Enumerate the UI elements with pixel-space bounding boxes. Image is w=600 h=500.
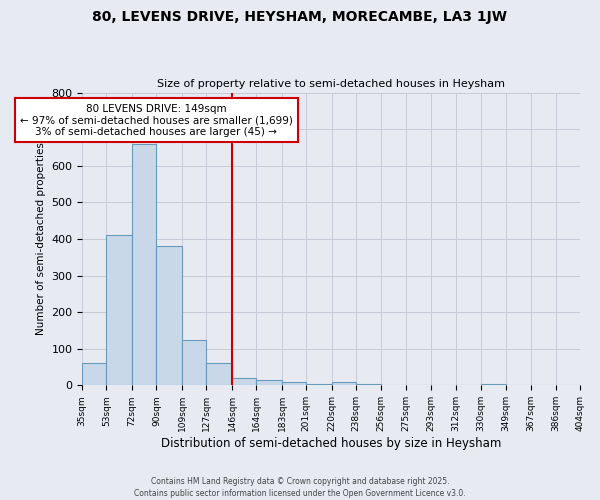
Text: 80 LEVENS DRIVE: 149sqm
← 97% of semi-detached houses are smaller (1,699)
3% of : 80 LEVENS DRIVE: 149sqm ← 97% of semi-de… bbox=[20, 104, 293, 136]
Bar bbox=[132, 144, 157, 386]
Bar bbox=[232, 378, 256, 386]
Bar bbox=[256, 380, 282, 386]
Y-axis label: Number of semi-detached properties: Number of semi-detached properties bbox=[36, 142, 46, 336]
Bar bbox=[356, 384, 380, 386]
Bar bbox=[157, 246, 182, 386]
Bar bbox=[106, 236, 132, 386]
Bar bbox=[332, 382, 356, 386]
X-axis label: Distribution of semi-detached houses by size in Heysham: Distribution of semi-detached houses by … bbox=[161, 437, 502, 450]
Bar bbox=[282, 382, 307, 386]
Bar bbox=[481, 384, 506, 386]
Text: Contains HM Land Registry data © Crown copyright and database right 2025.
Contai: Contains HM Land Registry data © Crown c… bbox=[134, 476, 466, 498]
Bar bbox=[307, 384, 332, 386]
Bar bbox=[182, 340, 206, 386]
Text: 80, LEVENS DRIVE, HEYSHAM, MORECAMBE, LA3 1JW: 80, LEVENS DRIVE, HEYSHAM, MORECAMBE, LA… bbox=[92, 10, 508, 24]
Title: Size of property relative to semi-detached houses in Heysham: Size of property relative to semi-detach… bbox=[157, 79, 505, 89]
Bar bbox=[82, 364, 106, 386]
Bar bbox=[206, 364, 232, 386]
